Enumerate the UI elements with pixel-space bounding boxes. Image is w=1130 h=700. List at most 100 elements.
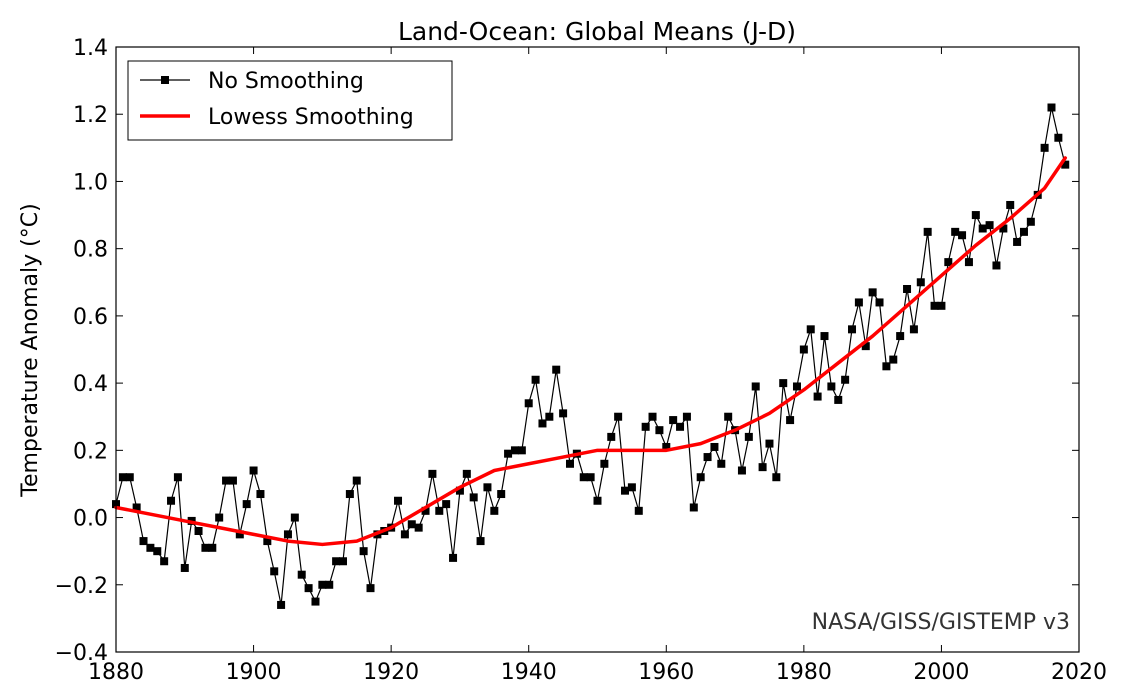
data-point [490, 506, 499, 515]
data-point [545, 412, 554, 421]
data-point [173, 473, 182, 482]
data-point [1054, 133, 1063, 142]
data-point [737, 466, 746, 475]
data-point [139, 537, 148, 546]
data-point [834, 395, 843, 404]
data-point [951, 227, 960, 236]
data-point [215, 513, 224, 522]
data-point [792, 382, 801, 391]
data-point [318, 580, 327, 589]
y-tick-label: 0.4 [73, 372, 108, 397]
data-point [634, 506, 643, 515]
data-point [510, 446, 519, 455]
data-point [799, 345, 808, 354]
data-point [180, 563, 189, 572]
data-point [462, 469, 471, 478]
y-tick-label: 0.8 [73, 238, 108, 263]
data-point [765, 439, 774, 448]
data-point [283, 530, 292, 539]
data-point [868, 288, 877, 297]
plot-area [112, 103, 1070, 609]
data-point [820, 332, 829, 341]
plot-frame [115, 46, 1080, 653]
data-point [930, 301, 939, 310]
data-point [263, 537, 272, 546]
data-point [311, 597, 320, 606]
y-tick-label: 0.6 [73, 305, 108, 330]
axis-ticks: 1880 1900 1920 1940 1960 1980 2000 2020 −0.4 −0.2… [55, 36, 1107, 685]
data-point [696, 473, 705, 482]
data-point [359, 547, 368, 556]
legend: No Smoothing Lowess Smoothing [127, 60, 453, 141]
data-point [1026, 217, 1035, 226]
data-point [600, 459, 609, 468]
data-point [476, 537, 485, 546]
data-point [985, 221, 994, 230]
data-point [256, 490, 265, 499]
data-point [366, 584, 375, 593]
data-point [923, 227, 932, 236]
data-point [338, 557, 347, 566]
data-point [201, 543, 210, 552]
y-tick-label: 1.0 [73, 170, 108, 195]
data-point [345, 490, 354, 499]
data-point [1006, 200, 1015, 209]
data-point [627, 483, 636, 492]
data-point [449, 553, 458, 562]
data-point [394, 496, 403, 505]
data-point [889, 355, 898, 364]
data-point [531, 375, 540, 384]
x-tick-label: 2000 [913, 660, 969, 685]
data-point [118, 473, 127, 482]
data-point [648, 412, 657, 421]
data-point [717, 459, 726, 468]
data-point [971, 211, 980, 220]
data-point [909, 325, 918, 334]
data-point [538, 419, 547, 428]
x-tick-label: 1980 [776, 660, 832, 685]
x-tick-label: 1880 [88, 660, 144, 685]
data-point [896, 332, 905, 341]
data-point [875, 298, 884, 307]
data-point [167, 496, 176, 505]
data-point [235, 530, 244, 539]
data-point [641, 422, 650, 431]
y-tick-label: 1.2 [73, 103, 108, 128]
data-point [146, 543, 155, 552]
data-point [160, 557, 169, 566]
chart-title: Land-Ocean: Global Means (J-D) [398, 17, 796, 46]
data-point [662, 442, 671, 451]
data-point [277, 600, 286, 609]
data-point [682, 412, 691, 421]
y-tick-label: −0.4 [55, 641, 108, 666]
data-point [586, 473, 595, 482]
data-point [710, 442, 719, 451]
y-tick-label: 0.0 [73, 507, 108, 532]
data-point [607, 432, 616, 441]
data-point [332, 557, 341, 566]
data-point [442, 500, 451, 509]
data-point [407, 520, 416, 529]
data-point [504, 449, 513, 458]
data-point [1047, 103, 1056, 112]
data-point [455, 486, 464, 495]
legend-label-no-smoothing: No Smoothing [208, 69, 364, 94]
data-point [813, 392, 822, 401]
data-point [1061, 160, 1070, 169]
data-point [621, 486, 630, 495]
data-point [669, 416, 678, 425]
data-point [249, 466, 258, 475]
data-point [916, 278, 925, 287]
data-point [903, 285, 912, 293]
data-point [772, 473, 781, 482]
data-point [469, 493, 478, 502]
series-line-lowess-smoothing [114, 156, 1067, 547]
data-point [132, 503, 141, 512]
data-point [751, 382, 760, 391]
data-point [958, 231, 967, 240]
data-point [978, 224, 987, 233]
data-point [483, 483, 492, 492]
data-point [125, 473, 134, 482]
data-point [297, 570, 306, 579]
x-tick-label: 1940 [501, 660, 557, 685]
